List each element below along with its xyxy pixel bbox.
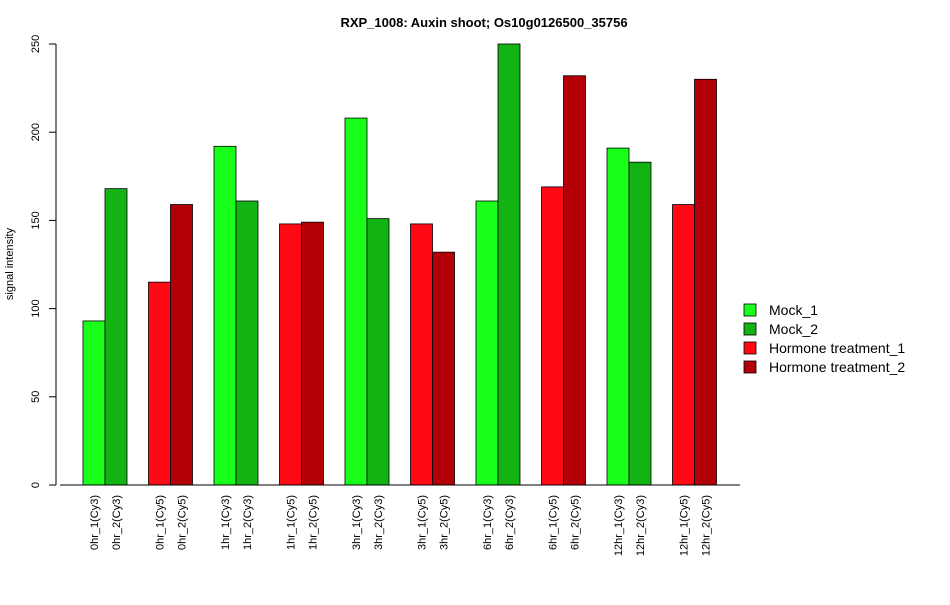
y-tick-label: 0	[30, 482, 42, 488]
legend: Mock_1 Mock_2 Hormone treatment_1 Hormone t…	[743, 302, 905, 375]
bar	[235, 200, 259, 486]
y-tick-label: 100	[30, 299, 42, 317]
x-tick-label: 6hr_2(Cy3)	[504, 495, 516, 550]
legend-label: Mock_1	[769, 302, 818, 318]
x-tick-label: 12hr_1(Cy5)	[679, 495, 691, 556]
x-tick-label: 3hr_1(Cy5)	[417, 495, 429, 550]
x-tick-label: 1hr_2(Cy3)	[242, 495, 254, 550]
bar	[213, 145, 237, 486]
y-tick-label: 150	[30, 211, 42, 229]
x-tick-label: 6hr_2(Cy5)	[570, 495, 582, 550]
x-tick-label: 3hr_2(Cy3)	[373, 495, 385, 550]
x-tick-label: 12hr_1(Cy3)	[613, 495, 625, 556]
bar	[366, 218, 390, 486]
x-tick-label: 12hr_2(Cy5)	[701, 495, 713, 556]
x-tick-label: 3hr_1(Cy3)	[351, 495, 363, 550]
legend-swatch	[743, 322, 757, 336]
x-tick-label: 0hr_1(Cy5)	[155, 495, 167, 550]
bar	[628, 161, 652, 486]
bar	[432, 251, 455, 486]
x-tick-label: 1hr_2(Cy5)	[308, 495, 320, 550]
bar	[497, 43, 521, 486]
x-tick-labels: 0hr_1(Cy3) 0hr_2(Cy3) 0hr_1(Cy5) 0hr_2(Cy5)…	[89, 495, 713, 556]
bar	[541, 186, 564, 486]
bar	[694, 78, 717, 486]
bar	[344, 117, 368, 486]
y-axis-label: signal intensity	[4, 227, 16, 300]
chart-title: RXP_1008: Auxin shoot; Os10g0126500_3575…	[340, 15, 627, 30]
x-tick-label: 0hr_2(Cy3)	[111, 495, 123, 550]
bars	[82, 43, 717, 486]
legend-label: Hormone treatment_1	[769, 340, 905, 356]
legend-swatch	[743, 341, 757, 355]
legend-swatch	[743, 303, 757, 317]
y-tick-label: 250	[30, 35, 42, 53]
legend-swatch	[743, 360, 757, 374]
bar	[672, 204, 695, 486]
bar	[148, 281, 171, 486]
bar	[279, 223, 302, 486]
bar	[301, 221, 324, 486]
bar	[170, 204, 193, 486]
x-tick-label: 6hr_1(Cy3)	[482, 495, 494, 550]
bar	[563, 75, 586, 486]
bar	[475, 200, 499, 486]
x-tick-label: 0hr_1(Cy3)	[89, 495, 101, 550]
x-tick-label: 6hr_1(Cy5)	[548, 495, 560, 550]
x-tick-label: 1hr_1(Cy5)	[286, 495, 298, 550]
bar	[82, 320, 106, 486]
y-tick-label: 50	[30, 391, 42, 403]
x-tick-label: 1hr_1(Cy3)	[220, 495, 232, 550]
x-tick-label: 3hr_2(Cy5)	[439, 495, 451, 550]
x-tick-label: 0hr_2(Cy5)	[177, 495, 189, 550]
y-axis: 0 50 100 150 200 250	[30, 35, 57, 488]
legend-label: Hormone treatment_2	[769, 359, 905, 375]
bar	[606, 147, 630, 486]
bar	[104, 188, 128, 486]
x-tick-label: 12hr_2(Cy3)	[635, 495, 647, 556]
bar	[410, 223, 433, 486]
y-tick-label: 200	[30, 123, 42, 141]
legend-label: Mock_2	[769, 321, 818, 337]
